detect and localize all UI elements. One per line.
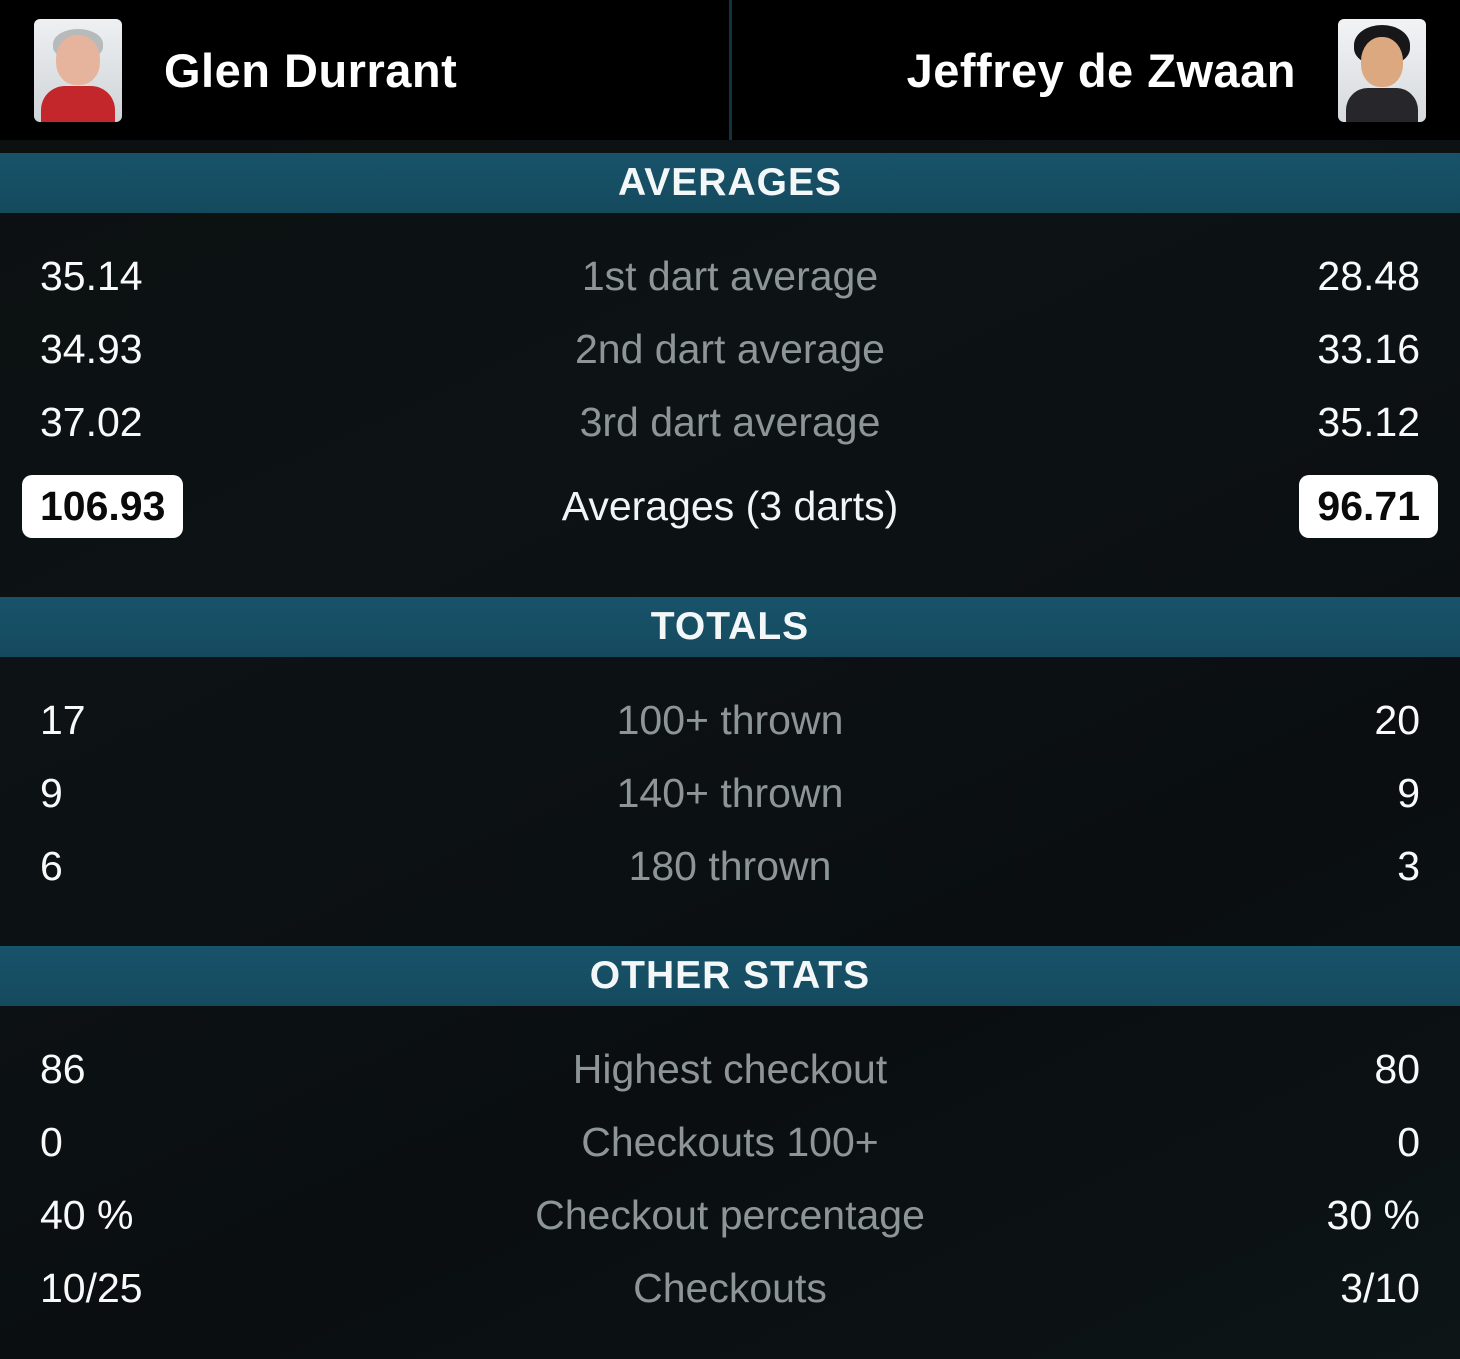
stat-row-180-thrown: 6 180 thrown 3: [0, 830, 1460, 903]
header-divider: [728, 0, 732, 140]
section-header-other-stats: OTHER STATS: [0, 946, 1460, 1006]
stat-value-right: 35.12: [1317, 399, 1420, 445]
section-header-averages: AVERAGES: [0, 153, 1460, 213]
section-title: TOTALS: [650, 605, 810, 648]
stat-value-right: 30 %: [1326, 1192, 1420, 1238]
stat-row-100-plus-thrown: 17 100+ thrown 20: [0, 684, 1460, 757]
stat-value-right: 3: [1397, 843, 1420, 889]
player-left-avatar: [34, 18, 122, 122]
stat-row-1st-dart-average: 35.14 1st dart average 28.48: [0, 240, 1460, 313]
stat-label: Checkout percentage: [535, 1192, 925, 1238]
stat-row-2nd-dart-average: 34.93 2nd dart average 33.16: [0, 313, 1460, 386]
stat-label: 2nd dart average: [574, 326, 885, 372]
stat-value-left: 0: [40, 1119, 63, 1165]
stat-value-left: 35.14: [40, 253, 143, 299]
stat-value-left: 6: [40, 843, 63, 889]
stat-label: Averages (3 darts): [561, 483, 899, 529]
stat-row-checkouts: 10/25 Checkouts 3/10: [0, 1252, 1460, 1325]
avatar-shirt: [1346, 87, 1418, 122]
section-totals: TOTALS 17 100+ thrown 20 9 140+ thrown 9…: [0, 584, 1460, 933]
stat-value-right: 33.16: [1317, 326, 1420, 372]
player-left-header: Glen Durrant: [0, 0, 729, 140]
section-other-stats-rows: 86 Highest checkout 80 0 Checkouts 100+ …: [0, 1006, 1460, 1355]
avatar-face: [56, 34, 100, 85]
stat-row-3-dart-average: 106.93 Averages (3 darts) 96.71: [0, 459, 1460, 554]
stat-label: Checkouts: [633, 1265, 827, 1311]
stat-value-left: 10/25: [40, 1265, 143, 1311]
stat-row-checkout-percentage: 40 % Checkout percentage 30 %: [0, 1179, 1460, 1252]
avatar-face: [1361, 36, 1403, 87]
stat-label: 180 thrown: [628, 843, 832, 889]
stat-row-highest-checkout: 86 Highest checkout 80: [0, 1033, 1460, 1106]
stat-value-left: 37.02: [40, 399, 143, 445]
stat-value-right: 28.48: [1317, 253, 1420, 299]
stat-value-left-cell: 106.93: [22, 474, 184, 539]
stat-label: 140+ thrown: [616, 770, 844, 816]
highlighted-average-right: 96.71: [1299, 474, 1438, 539]
stat-label: Checkouts 100+: [581, 1119, 879, 1165]
player-right-avatar: [1338, 18, 1426, 122]
avatar-shirt: [41, 85, 115, 122]
stat-label: 100+ thrown: [616, 697, 844, 743]
stat-label: Highest checkout: [572, 1046, 888, 1092]
player-right-header: Jeffrey de Zwaan: [732, 0, 1460, 140]
stat-value-right: 0: [1397, 1119, 1420, 1165]
section-averages-rows: 35.14 1st dart average 28.48 34.93 2nd d…: [0, 213, 1460, 584]
section-title: AVERAGES: [618, 161, 842, 204]
stat-row-checkouts-100-plus: 0 Checkouts 100+ 0: [0, 1106, 1460, 1179]
stat-value-right-cell: 96.71: [1299, 474, 1438, 539]
player-left-name: Glen Durrant: [164, 43, 458, 97]
stat-row-3rd-dart-average: 37.02 3rd dart average 35.12: [0, 386, 1460, 459]
player-right-name: Jeffrey de Zwaan: [906, 43, 1296, 97]
section-header-totals: TOTALS: [0, 597, 1460, 657]
stat-value-left: 9: [40, 770, 63, 816]
players-header: Glen Durrant Jeffrey de Zwaan: [0, 0, 1460, 140]
stat-label: 3rd dart average: [579, 399, 881, 445]
section-other-stats: OTHER STATS 86 Highest checkout 80 0 Che…: [0, 933, 1460, 1355]
stat-value-left: 17: [40, 697, 86, 743]
stat-value-left: 40 %: [40, 1192, 134, 1238]
stat-value-right: 20: [1374, 697, 1420, 743]
stat-value-right: 3/10: [1340, 1265, 1420, 1311]
stat-row-140-plus-thrown: 9 140+ thrown 9: [0, 757, 1460, 830]
highlighted-average-left: 106.93: [22, 474, 184, 539]
section-title: OTHER STATS: [589, 954, 871, 997]
section-totals-rows: 17 100+ thrown 20 9 140+ thrown 9 6 180 …: [0, 657, 1460, 933]
stat-value-right: 80: [1374, 1046, 1420, 1092]
stat-value-right: 9: [1397, 770, 1420, 816]
section-averages: AVERAGES 35.14 1st dart average 28.48 34…: [0, 140, 1460, 584]
stat-value-left: 86: [40, 1046, 86, 1092]
stat-value-left: 34.93: [40, 326, 143, 372]
stat-label: 1st dart average: [581, 253, 879, 299]
